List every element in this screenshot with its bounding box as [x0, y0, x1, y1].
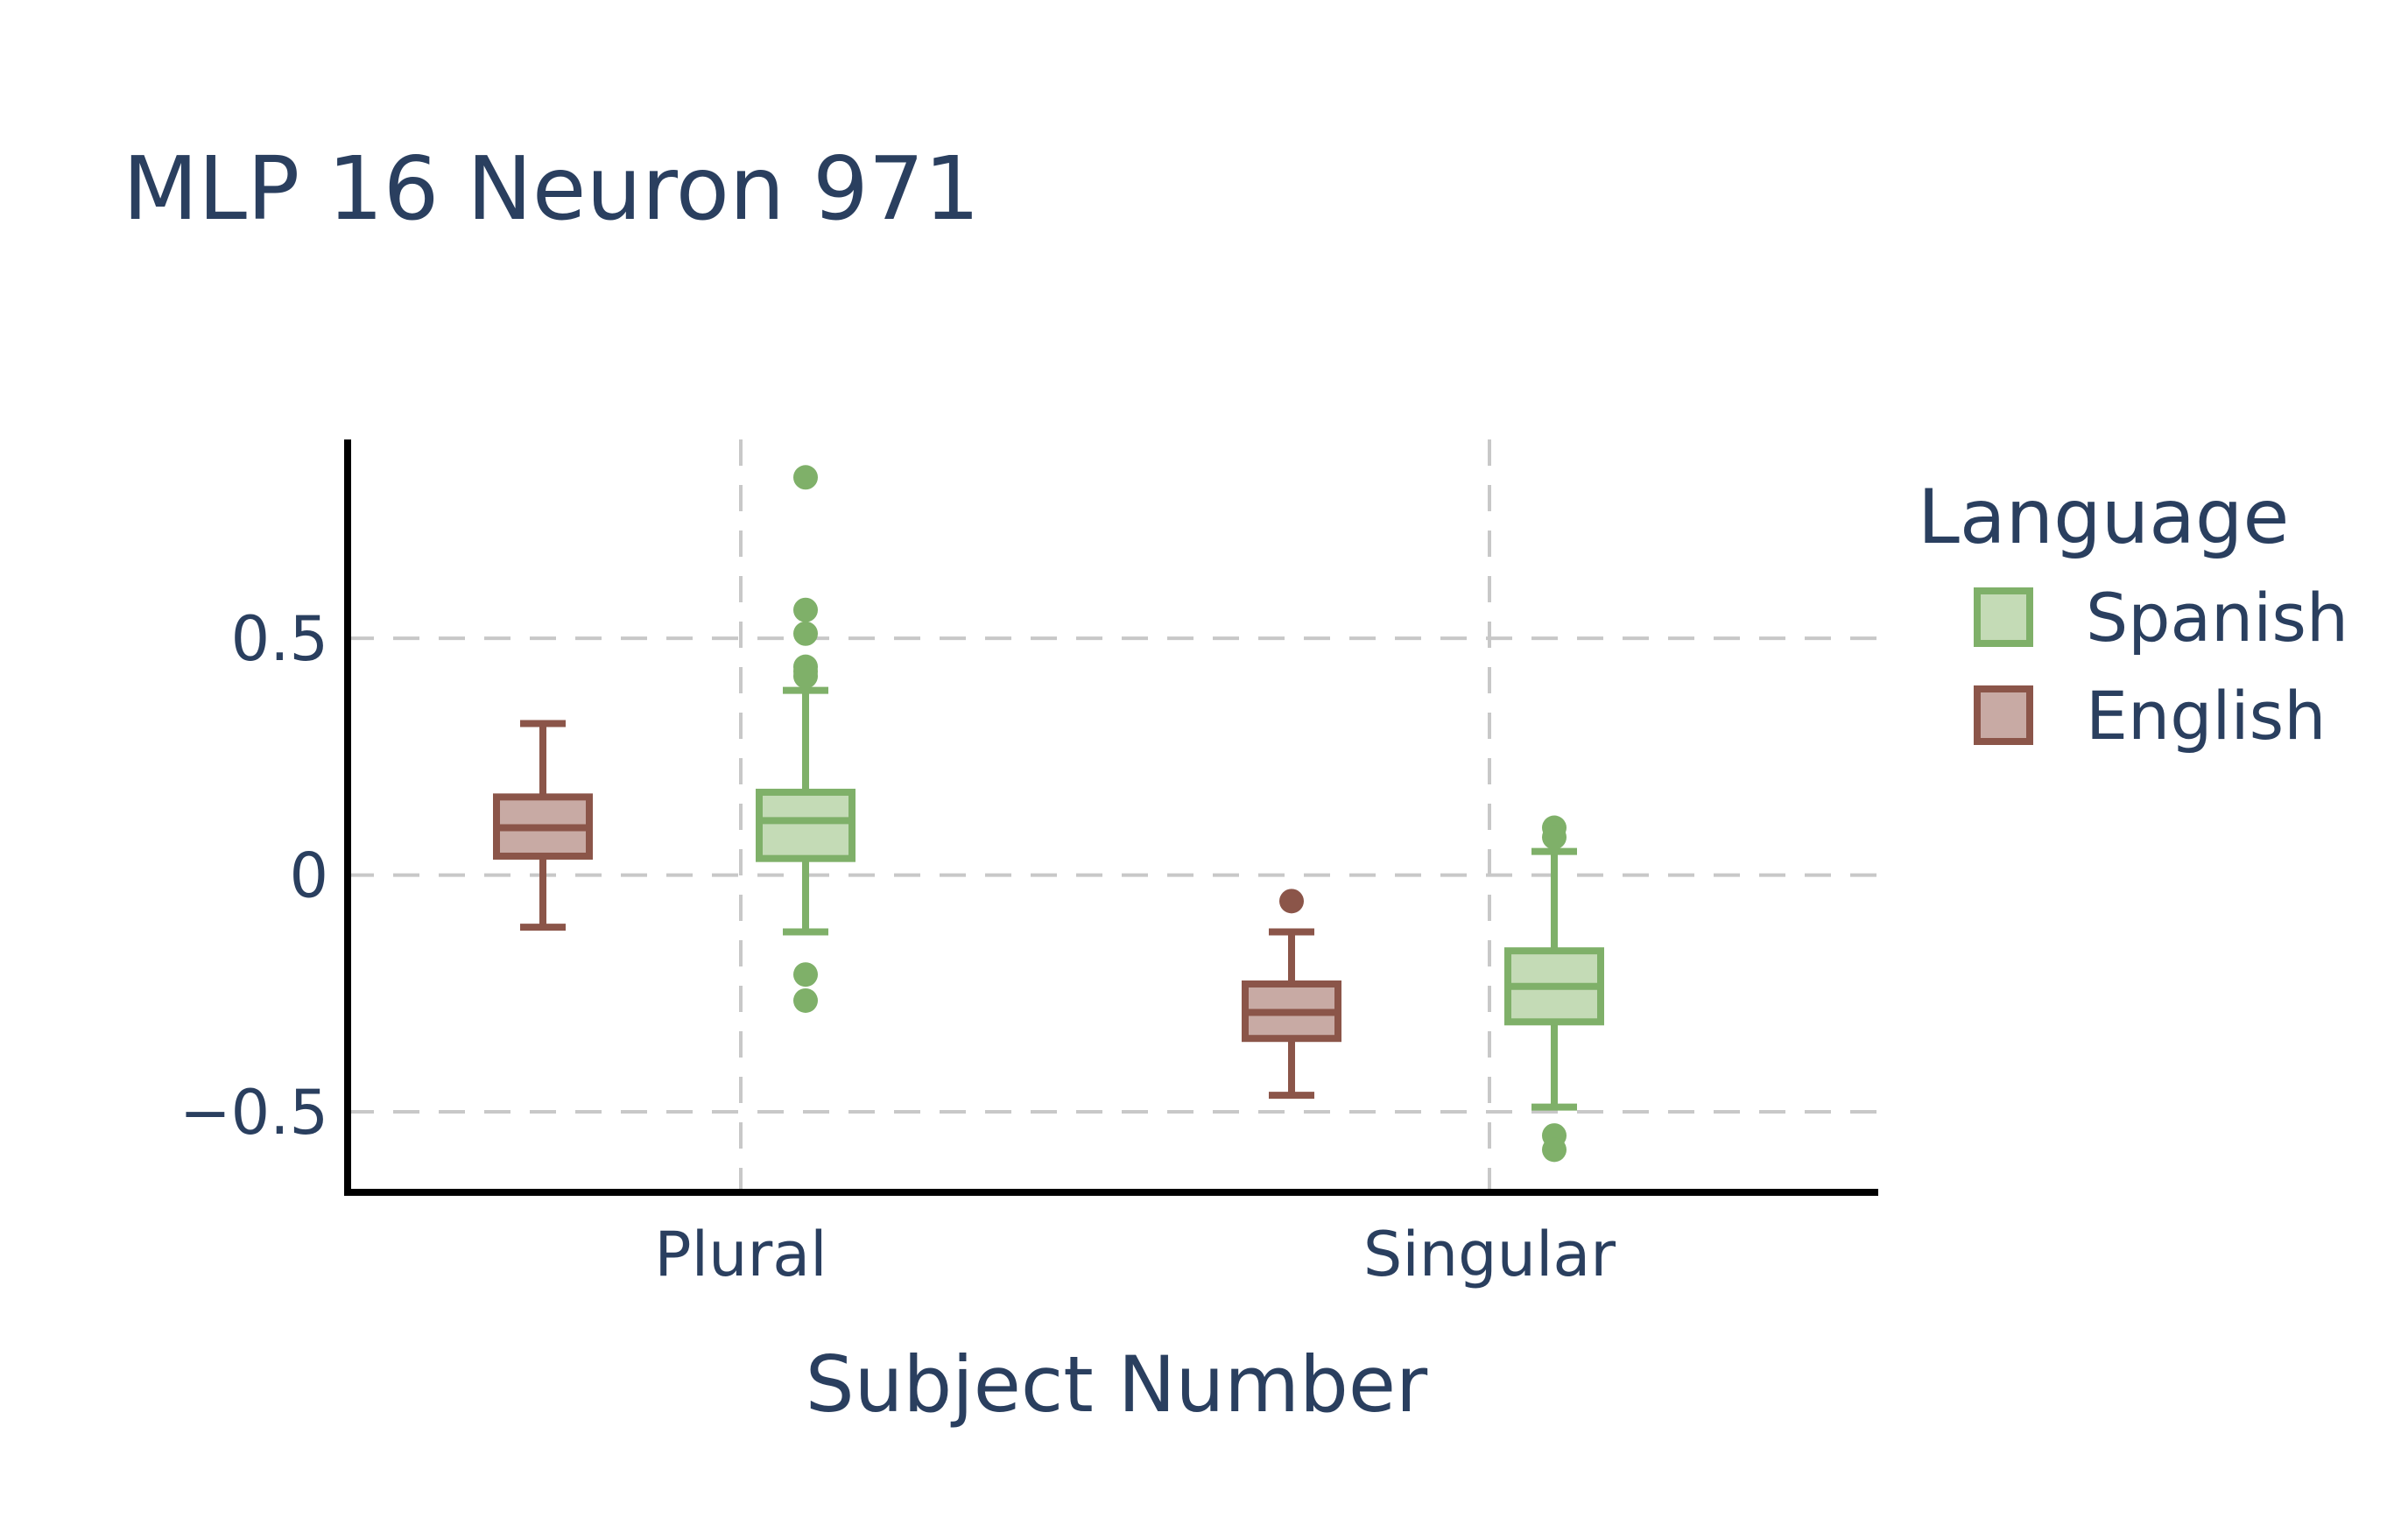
legend-item-spanish[interactable]: Spanish [1974, 579, 2348, 657]
outlier-point [793, 987, 818, 1013]
legend-label: Spanish [2086, 579, 2348, 657]
y-tick-label: −0.5 [180, 1077, 328, 1149]
legend-title: Language [1918, 474, 2289, 561]
outlier-point [793, 962, 818, 987]
y-tick-label: 0.5 [231, 603, 328, 675]
legend-swatch [1974, 587, 2033, 647]
x-axis-title: Subject Number [806, 1339, 1428, 1430]
outlier-point [793, 621, 818, 646]
y-tick-labels: 0.5 0 −0.5 [180, 603, 328, 1149]
outlier-point [1542, 1137, 1567, 1163]
box-english-singular [1242, 889, 1341, 1100]
legend-label: English [2086, 677, 2326, 755]
legend-item-english[interactable]: English [1974, 677, 2326, 755]
box-iqr [756, 788, 855, 862]
box-spanish-plural [756, 465, 855, 1013]
chart-title: MLP 16 Neuron 971 [123, 137, 980, 240]
legend-swatch [1974, 685, 2033, 745]
outlier-point [1542, 825, 1567, 850]
y-tick-label: 0 [289, 840, 328, 912]
plot-area [493, 465, 1604, 1163]
outlier-point [793, 597, 818, 622]
outlier-point [793, 664, 818, 689]
gridlines [348, 439, 1878, 1192]
x-tick-label: Singular [1363, 1219, 1616, 1290]
outlier-point [1279, 889, 1304, 914]
box-english-plural [493, 720, 593, 931]
box-spanish-singular [1504, 815, 1604, 1163]
legend: Language Spanish English [1918, 474, 2348, 755]
outlier-point [793, 465, 818, 490]
axes [344, 439, 1878, 1196]
x-tick-labels: Plural Singular [654, 1219, 1616, 1290]
x-tick-label: Plural [654, 1219, 827, 1290]
